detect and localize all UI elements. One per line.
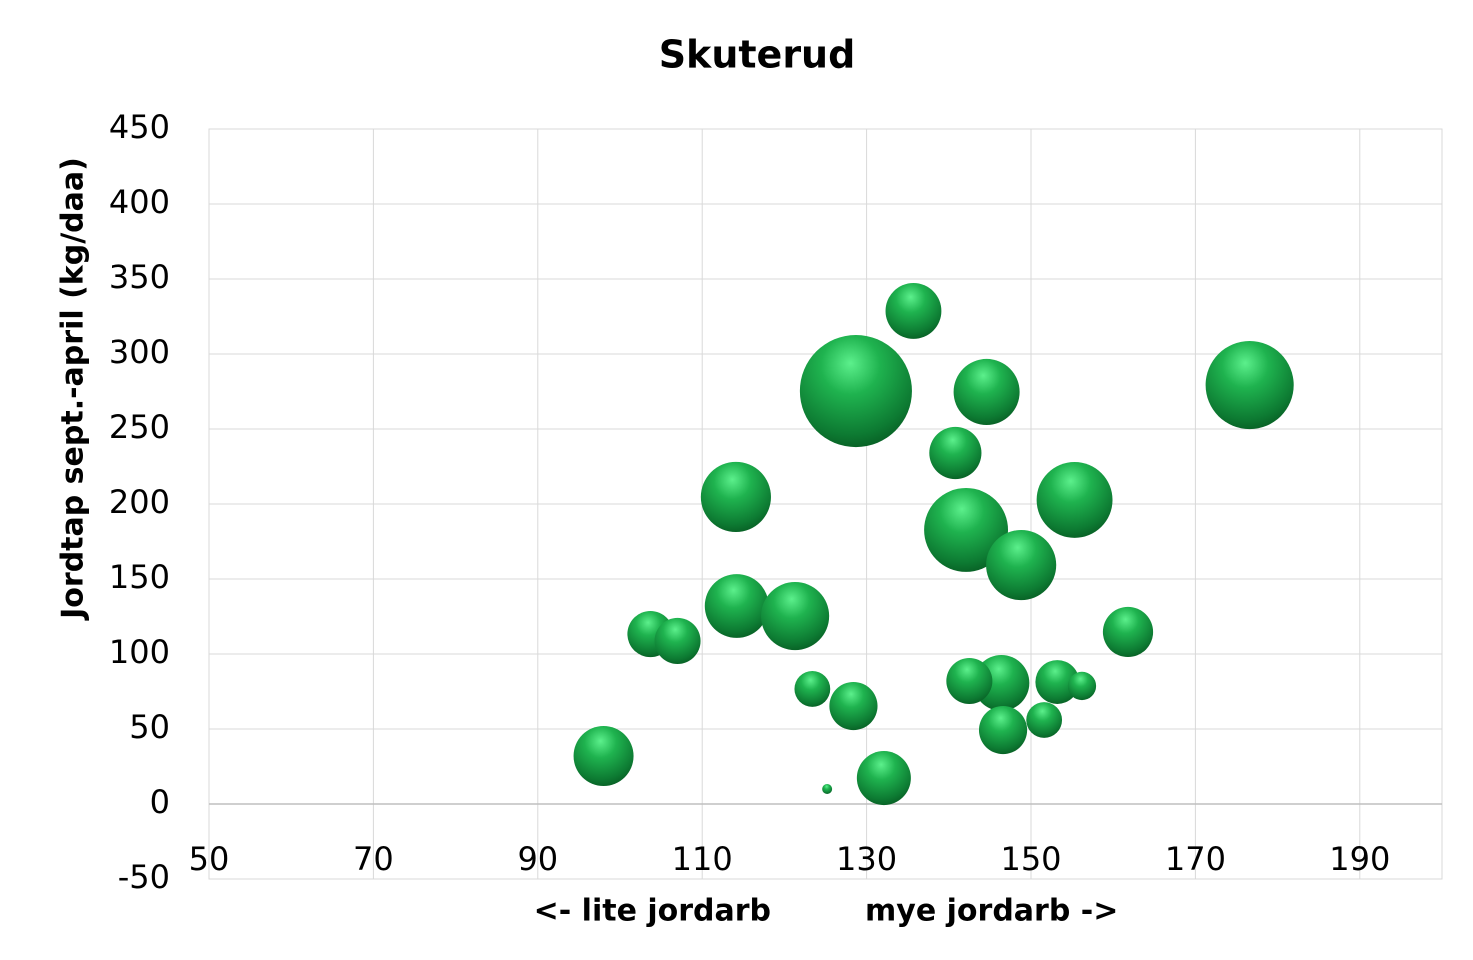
- x-tick-label: 170: [1165, 840, 1226, 878]
- y-tick-label: -50: [118, 858, 170, 896]
- bubble: [1026, 702, 1063, 738]
- bubble: [885, 283, 942, 339]
- bubble: [986, 529, 1057, 601]
- bubble: [978, 705, 1028, 755]
- bubble: [1035, 660, 1080, 704]
- bubble: [799, 335, 912, 448]
- x-tick-label: 50: [189, 840, 230, 878]
- y-tick-label: 450: [109, 108, 170, 146]
- bubble: [700, 461, 771, 533]
- bubble: [1067, 671, 1097, 701]
- bubble: [856, 751, 911, 806]
- bubble: [761, 581, 830, 651]
- bubble: [704, 574, 769, 638]
- bubble: [654, 617, 701, 664]
- bubble: [1036, 462, 1113, 538]
- y-tick-label: 350: [109, 258, 170, 296]
- x-tick-label: 90: [517, 840, 558, 878]
- y-tick-label: 0: [150, 783, 170, 821]
- y-tick-label: 400: [109, 183, 170, 221]
- x-axis-label: <- lite jordarb mye jordarb ->: [534, 894, 1119, 929]
- bubble: [822, 784, 833, 794]
- bubble: [1102, 606, 1154, 658]
- x-tick-label: 130: [836, 840, 897, 878]
- x-tick-label: 110: [672, 840, 733, 878]
- bubble: [829, 681, 878, 731]
- bubble: [1205, 341, 1294, 430]
- bubble: [573, 726, 634, 786]
- x-tick-label: 70: [353, 840, 394, 878]
- y-tick-label: 200: [109, 483, 170, 521]
- y-tick-label: 50: [129, 708, 170, 746]
- y-tick-label: 250: [109, 408, 170, 446]
- bubble: [929, 426, 982, 480]
- y-tick-label: 300: [109, 333, 170, 371]
- x-tick-label: 190: [1329, 840, 1390, 878]
- bubble: [946, 657, 993, 705]
- y-axis-label: Jordtap sept.-april (kg/daa): [56, 157, 91, 621]
- bubble: [924, 487, 1009, 572]
- x-tick-label: 150: [1000, 840, 1061, 878]
- y-tick-label: 150: [109, 558, 170, 596]
- y-tick-label: 100: [109, 633, 170, 671]
- chart-title: Skuterud: [659, 33, 856, 77]
- bubble: [794, 671, 831, 707]
- bubble: [953, 358, 1020, 425]
